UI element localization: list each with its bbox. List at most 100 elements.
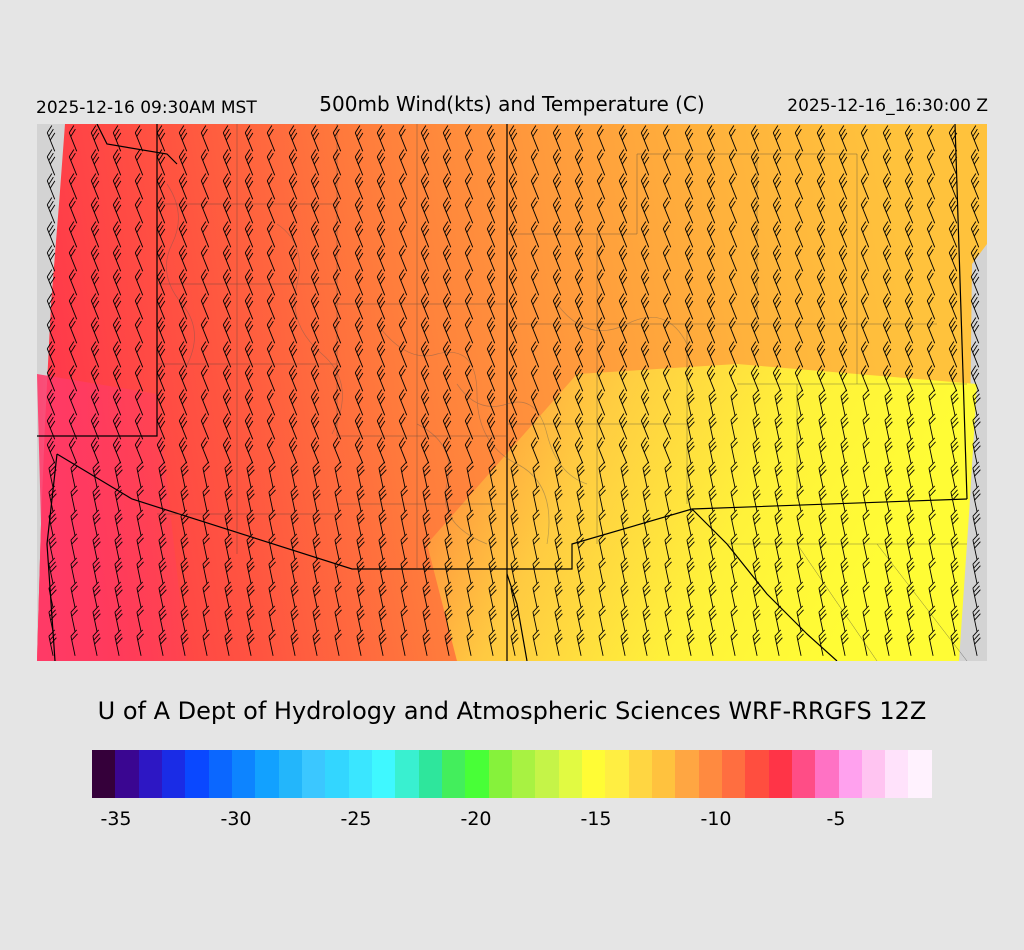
wind-barb [46,269,56,296]
wind-barb [642,629,651,656]
wind-barb [202,605,210,632]
wind-barb [574,125,584,152]
wind-barb [200,173,210,200]
wind-barb [950,485,959,512]
wind-barb [442,125,452,152]
wind-barb [596,317,606,344]
wind-barb [156,221,166,248]
wind-barb [442,197,452,224]
wind-barb [904,293,914,320]
wind-barb [376,125,386,152]
wind-barb [818,605,827,632]
wind-barb [68,149,78,176]
colorbar-swatch [885,750,909,798]
wind-barb [312,533,321,560]
wind-barb [90,125,100,152]
wind-barb [420,125,430,152]
wind-barb [860,317,870,344]
wind-barb [68,365,78,392]
wind-barb [596,245,606,272]
wind-barb [444,629,453,656]
wind-barb [618,341,628,368]
wind-barb [906,437,915,464]
colorbar-swatch [325,750,349,798]
wind-barb [398,293,408,320]
wind-barb [686,461,695,488]
wind-barb [574,245,584,272]
wind-barb [510,605,519,632]
wind-barb [112,125,122,152]
wind-barb [860,173,870,200]
wind-barb [464,293,474,320]
wind-barb [464,269,474,296]
wind-barb [332,197,342,224]
wind-barb [640,389,650,416]
wind-barb [552,317,562,344]
wind-barb [510,461,519,488]
wind-barb [950,461,959,488]
wind-barb [180,581,189,608]
wind-barb [266,197,276,224]
wind-barb [906,461,915,488]
wind-barb [422,533,431,560]
wind-barb [354,365,364,392]
wind-barb [708,485,717,512]
wind-barb [598,629,606,656]
wind-barb [246,461,255,488]
wind-barb [156,389,166,416]
wind-barb [706,365,716,392]
wind-barb [662,125,672,152]
wind-barb [310,341,320,368]
wind-barb [222,221,232,248]
wind-barb [530,317,540,344]
wind-barb [46,341,56,368]
wind-barb [268,629,276,656]
wind-barb [68,389,78,416]
wind-barb [68,413,78,440]
wind-barb [334,629,342,656]
wind-barb [376,197,386,224]
wind-barb [310,389,320,416]
wind-barb [728,149,738,176]
wind-barb [466,605,474,632]
wind-barb [508,269,518,296]
wind-barb [312,485,321,512]
wind-barb [552,341,562,368]
wind-barb [684,269,694,296]
wind-barb [178,341,188,368]
wind-barb [684,125,694,152]
wind-barb [444,581,453,608]
wind-barb [464,389,474,416]
wind-barb [950,557,959,584]
wind-barb [818,413,827,440]
wind-barb [464,317,474,344]
wind-barb [70,509,78,536]
wind-barb [222,173,232,200]
wind-barb [134,125,144,152]
wind-barb [466,557,474,584]
wind-barb [928,485,936,512]
colorbar-tick-labels: -35 -30 -25 -20 -15 -10 -5 [92,808,932,838]
wind-barb [332,293,342,320]
wind-barb [334,461,342,488]
wind-barb [640,149,650,176]
wind-barb [730,461,738,488]
wind-barb [882,365,892,392]
wind-barb [422,485,431,512]
terrain-contours [166,183,688,545]
wind-barb [730,389,738,416]
wind-barb [706,245,716,272]
wind-barb [290,581,299,608]
wind-barb [224,557,233,584]
wind-barb [642,533,651,560]
wind-barb [904,221,914,248]
wind-barb [288,293,298,320]
wind-barb [158,557,167,584]
wind-barb [906,509,915,536]
wind-barb [202,461,210,488]
wind-barb [554,533,563,560]
wind-barb [574,317,584,344]
wind-barb [926,173,936,200]
wind-barb [552,437,562,464]
wind-barb [862,461,870,488]
